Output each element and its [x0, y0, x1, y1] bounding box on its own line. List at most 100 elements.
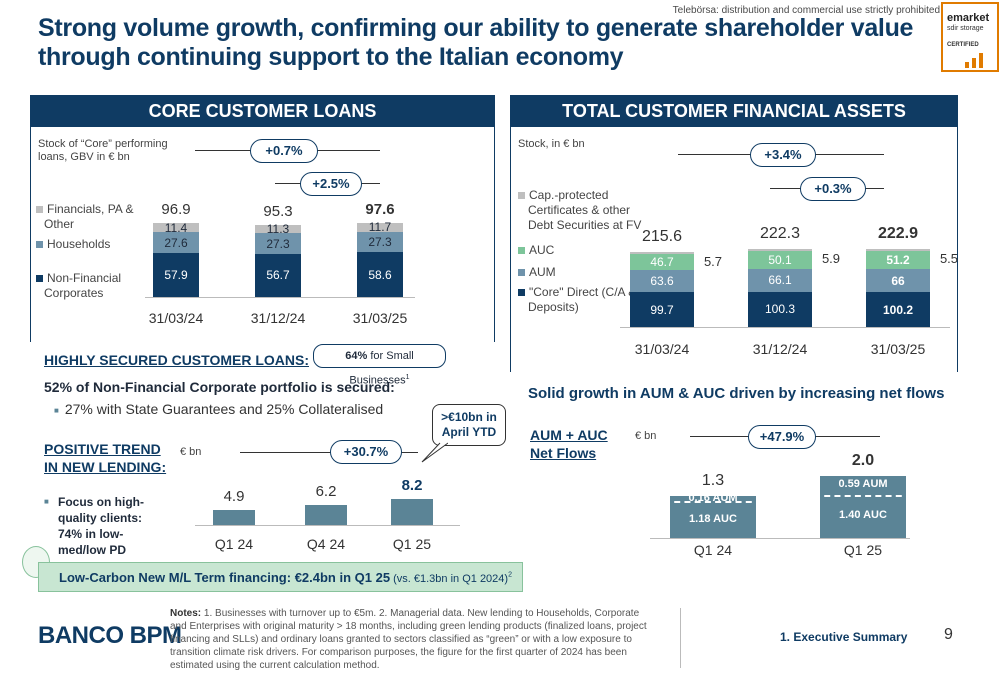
- lending-heading: POSITIVE TREND IN NEW LENDING:: [44, 441, 167, 475]
- legend-financials-label: Financials, PA & Other: [44, 202, 134, 231]
- legend-swatch-grey-2: [518, 192, 525, 200]
- emarket-logo-line3: CERTIFIED: [947, 42, 979, 48]
- assets-certificates-label: 5.9: [821, 251, 841, 267]
- assets-certificates-label: 5.5: [939, 251, 959, 267]
- loans-segment-label: 27.3: [368, 235, 392, 250]
- notes-text: 1. Businesses with turnover up to €5m. 2…: [170, 608, 647, 671]
- footer-notes: Notes: 1. Businesses with turnover up to…: [170, 607, 650, 672]
- notes-label: Notes:: [170, 608, 202, 619]
- assets-bar-segment: 100.3: [748, 291, 812, 327]
- lending-axis-line: [195, 525, 460, 526]
- loans-growth-badge-inner: +2.5%: [300, 172, 362, 196]
- legend-auc: AUC: [518, 243, 643, 258]
- loans-bar-segment: 58.6: [357, 252, 403, 297]
- flows-axis-line: [650, 538, 910, 539]
- secured-bullet-text: 27% with State Guarantees and 25% Collat…: [64, 401, 384, 417]
- flows-total-label: 1.3: [701, 472, 725, 490]
- flows-total-label: 2.0: [851, 452, 875, 470]
- flows-heading: AUM + AUC Net Flows: [530, 427, 608, 461]
- flows-segment-label: 1.18 AUC: [689, 512, 737, 525]
- lending-value-label: 6.2: [315, 483, 337, 501]
- loans-bar-segment: 56.7: [255, 253, 301, 297]
- assets-total-label: 215.6: [641, 227, 683, 245]
- assets-growth-badge-inner: +0.3%: [800, 177, 866, 201]
- legend-swatch-mint: [518, 247, 525, 255]
- footer-divider: [680, 608, 681, 668]
- flows-x-tick: Q1 24: [693, 542, 733, 558]
- assets-segment-label: 50.1: [768, 253, 792, 268]
- assets-bar-segment: [866, 249, 930, 252]
- loans-x-tick: 31/03/24: [148, 310, 204, 326]
- flows-segment-label: 0.59 AUM: [838, 478, 888, 491]
- assets-segment-label: 66.1: [768, 273, 792, 288]
- flows-bar-segment: 1.18 AUC: [670, 501, 756, 538]
- legend-certificates-label: Cap.-protected Certificates & other Debt…: [528, 188, 642, 232]
- lending-x-tick: Q1 25: [392, 536, 432, 552]
- secured-line: 52% of Non-Financial Corporate portfolio…: [44, 379, 395, 395]
- flows-unit: € bn: [635, 430, 657, 442]
- loans-bar-segment: 27.3: [357, 231, 403, 253]
- legend-swatch-navy-2: [518, 289, 525, 297]
- assets-segment-label: 66: [891, 273, 905, 288]
- loans-segment-label: 27.6: [164, 235, 188, 250]
- flows-growth-badge: +47.9%: [748, 425, 816, 449]
- loans-x-tick: 31/12/24: [250, 310, 306, 326]
- assets-growth-badge-outer: +3.4%: [750, 143, 816, 167]
- legend-core-direct: "Core" Direct (C/A & Deposits): [518, 285, 643, 315]
- loans-segment-label: 11.7: [368, 220, 392, 235]
- assets-bar-segment: 66.1: [748, 268, 812, 292]
- assets-certificates-label: 5.7: [703, 253, 723, 269]
- legend-nfc-label: Non-Financial Corporates: [44, 271, 122, 300]
- loans-x-tick: 31/03/25: [352, 310, 408, 326]
- assets-segment-label: 99.7: [650, 302, 674, 317]
- small-business-callout: 64% for Small Businesses1: [313, 344, 446, 387]
- assets-subtitle: Stock, in € bn: [518, 138, 585, 150]
- lending-growth-badge: +30.7%: [330, 440, 402, 464]
- secured-heading: HIGHLY SECURED CUSTOMER LOANS:: [44, 352, 309, 368]
- loans-growth-badge-outer: +0.7%: [250, 139, 318, 163]
- assets-chart: 99.7 63.6 46.7 5.7 215.6 31/03/24 100.3 66.1 50.…: [620, 195, 958, 365]
- legend-core-direct-label: "Core" Direct (C/A & Deposits): [528, 285, 637, 314]
- assets-bar-segment: 63.6: [630, 270, 694, 293]
- flows-dashed-divider: [814, 494, 912, 497]
- small-business-pct: 64%: [345, 350, 368, 362]
- lending-value-label: 8.2: [401, 477, 423, 495]
- legend-certificates: Cap.-protected Certificates & other Debt…: [518, 188, 643, 233]
- lending-value-label: 4.9: [223, 487, 245, 505]
- section-label: 1. Executive Summary: [780, 630, 908, 644]
- flows-bar-segment: 0.59 AUM: [820, 476, 906, 495]
- legend-auc-label: AUC: [529, 243, 555, 257]
- lending-x-tick: Q1 24: [214, 536, 254, 552]
- legend-swatch-grey: [36, 206, 43, 214]
- right-frame-line: [510, 127, 511, 372]
- assets-bar-segment: 51.2: [866, 251, 930, 269]
- small-business-text: for Small Businesses: [349, 350, 414, 387]
- left-frame-line-right: [494, 127, 495, 342]
- assets-bar-segment: 46.7: [630, 253, 694, 270]
- assets-bar-segment: 99.7: [630, 292, 694, 327]
- lending-bar: [305, 505, 347, 525]
- lending-unit: € bn: [180, 446, 202, 458]
- assets-segment-label: 100.2: [882, 302, 914, 317]
- emarket-logo-line1: emarket: [947, 12, 990, 24]
- loans-subtitle: Stock of “Core” performing loans, GBV in…: [38, 138, 168, 163]
- assets-total-label: 222.9: [877, 225, 919, 243]
- assets-total-label: 222.3: [759, 225, 801, 243]
- legend-swatch-steel: [36, 241, 43, 249]
- assets-bar-segment: 50.1: [748, 251, 812, 269]
- legend-financials: Financials, PA & Other: [36, 202, 144, 232]
- signal-bars-icon: [965, 53, 983, 68]
- flows-segment-label: 0.16 AUM: [688, 491, 738, 504]
- assets-segment-label: 46.7: [650, 254, 674, 269]
- bullet-square-icon: ■: [54, 405, 59, 415]
- loans-bar-segment: 11.3: [255, 222, 301, 236]
- legend-swatch-steel-2: [518, 269, 525, 277]
- total-financial-assets-header: TOTAL CUSTOMER FINANCIAL ASSETS: [510, 95, 958, 127]
- assets-x-tick: 31/03/25: [870, 341, 926, 357]
- page-title: Strong volume growth, confirming our abi…: [38, 14, 914, 71]
- assets-bar-segment: [748, 249, 812, 252]
- loans-total-label: 97.6: [365, 200, 395, 218]
- lending-bracket: [240, 452, 418, 453]
- right-frame-line-right: [957, 127, 958, 372]
- lending-bar: [213, 509, 255, 525]
